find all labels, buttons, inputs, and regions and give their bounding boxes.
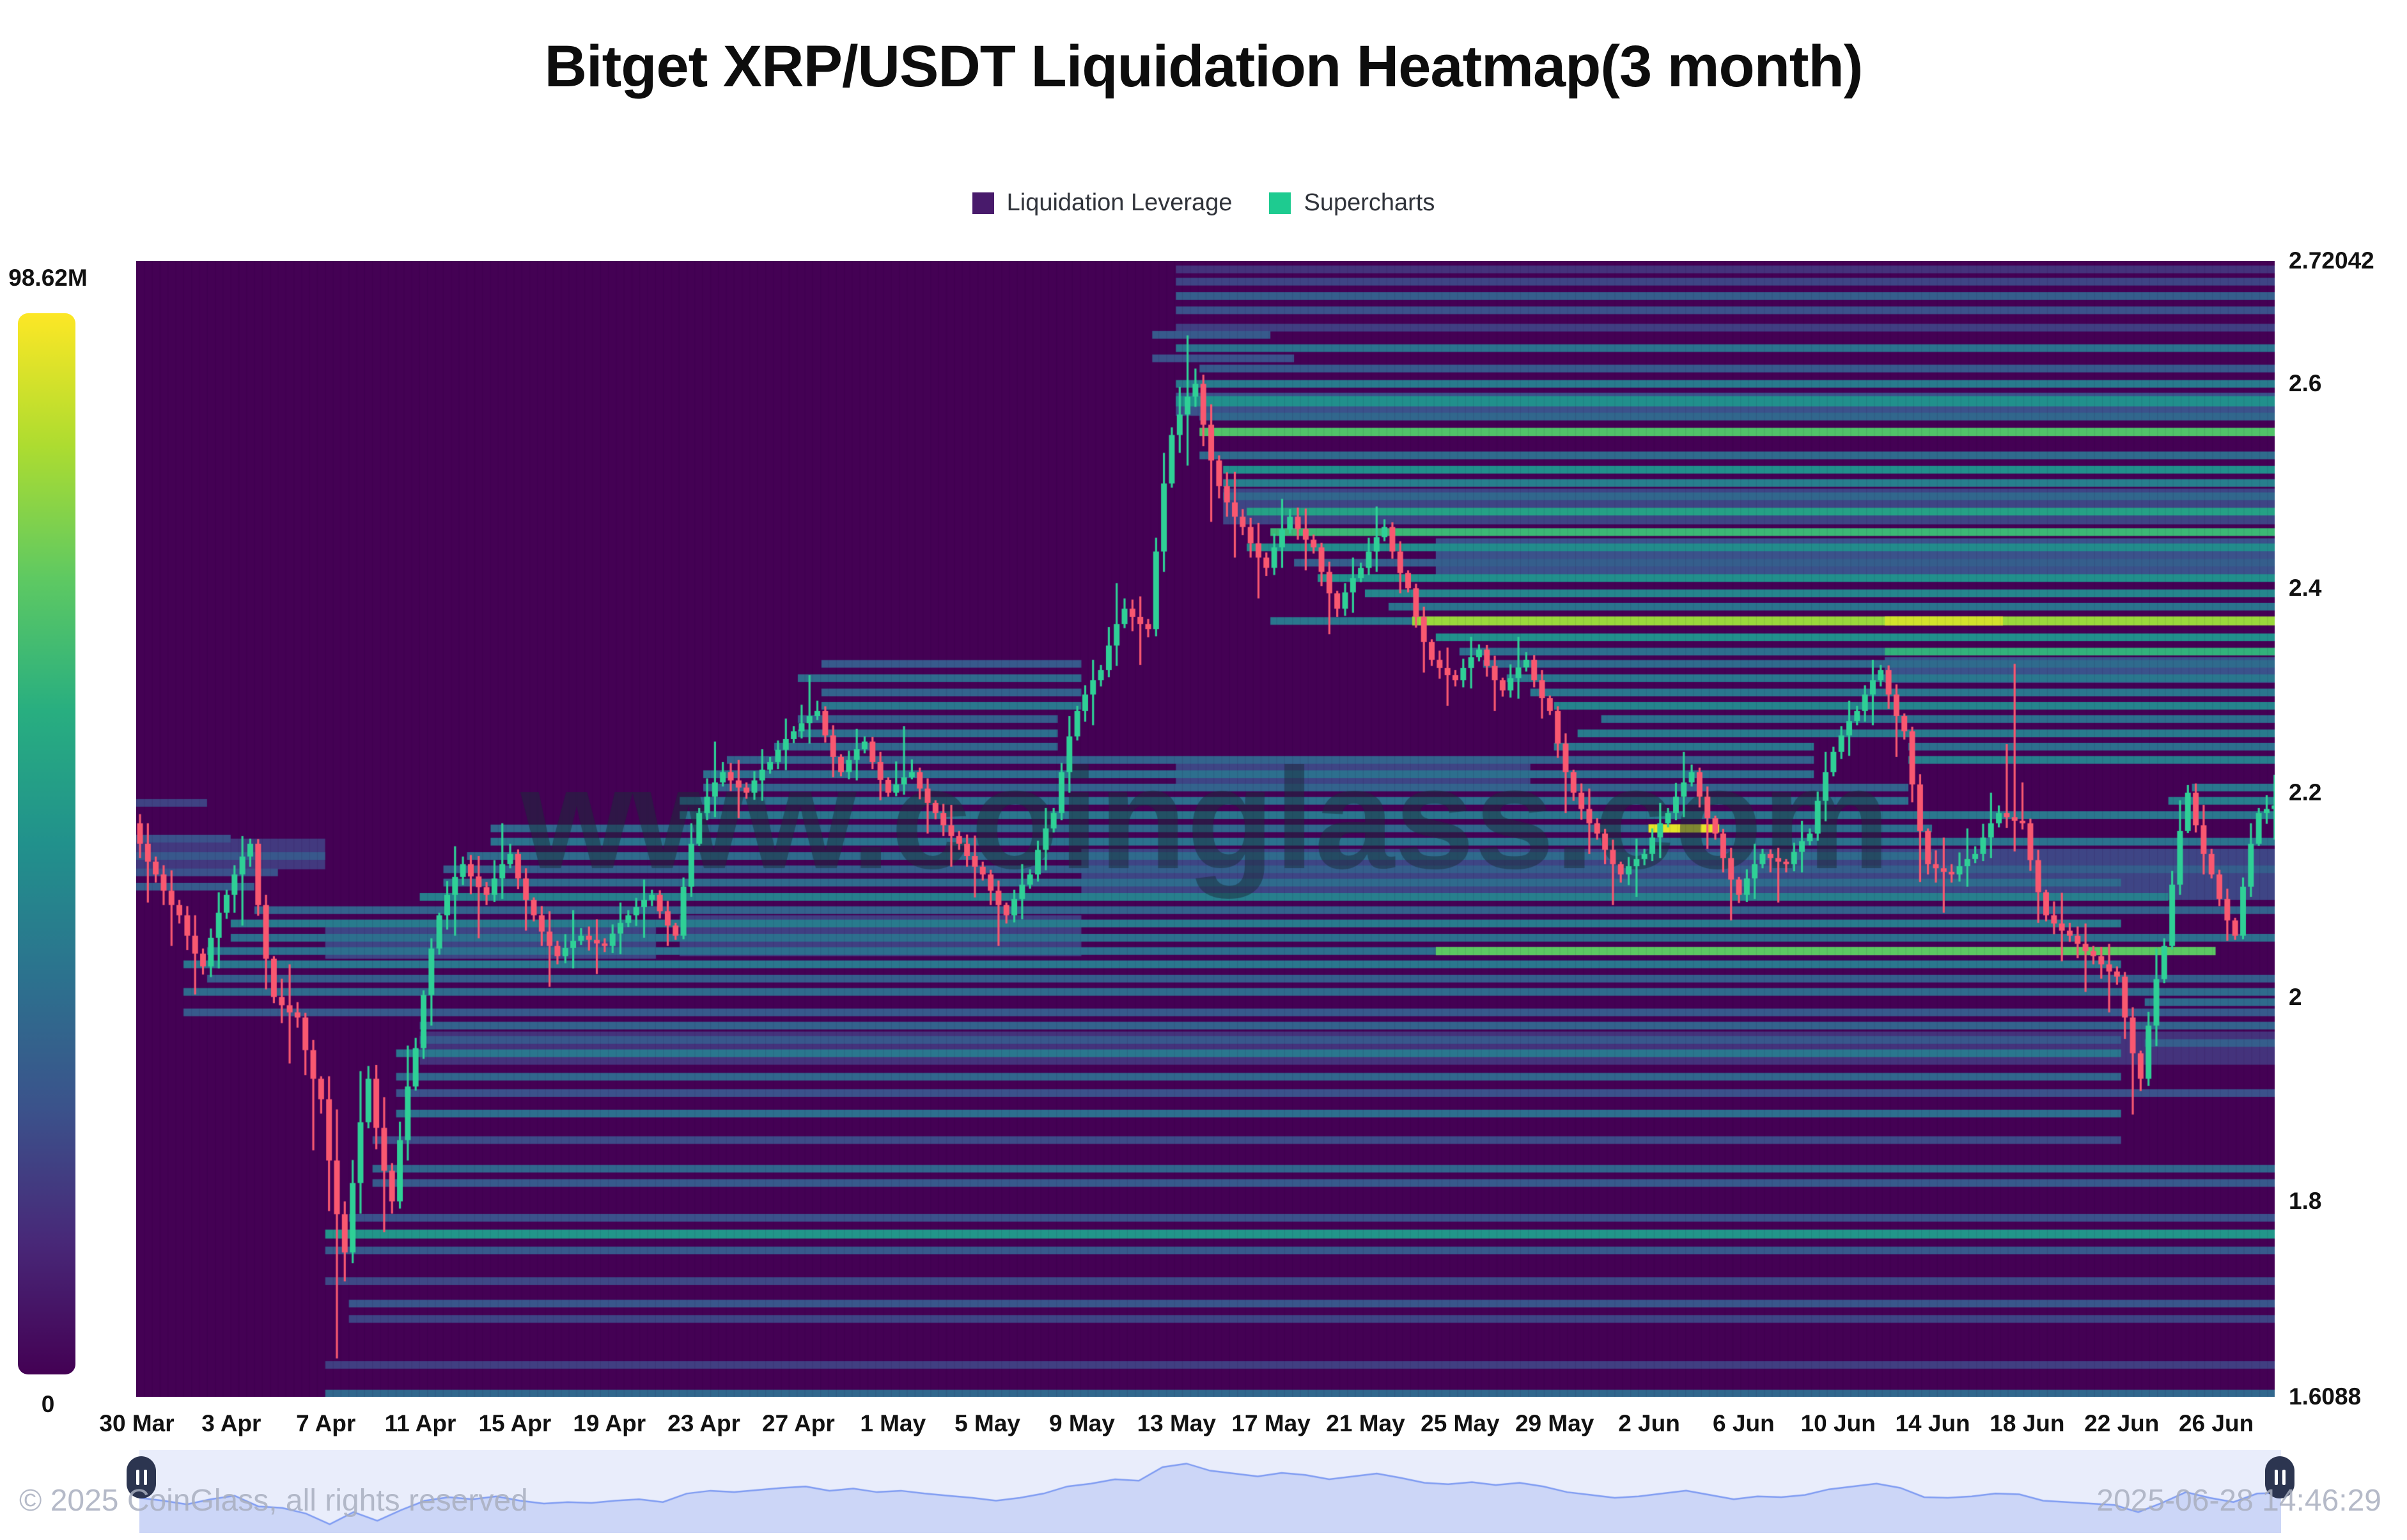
date-tick-label: 19 Apr (573, 1410, 646, 1436)
date-tick-label: 10 Jun (1800, 1410, 1876, 1436)
liquidation-heatmap-canvas[interactable] (136, 261, 2275, 1397)
date-tick-label: 27 Apr (762, 1410, 835, 1436)
liquidation-leverage-swatch-icon (972, 192, 994, 214)
legend-item-label: Liquidation Leverage (1006, 189, 1233, 216)
legend-item-liquidation-leverage[interactable]: Liquidation Leverage (972, 189, 1233, 217)
price-tick-label: 1.6088 (2289, 1383, 2362, 1410)
date-tick-label: 5 May (954, 1410, 1021, 1436)
copyright-text: © 2025 CoinGlass, all rights reserved (19, 1484, 528, 1518)
colorbar-min-label: 0 (41, 1391, 55, 1417)
legend-item-label: Supercharts (1304, 189, 1435, 216)
intensity-colorbar (18, 313, 75, 1374)
price-tick-label: 2.72042 (2289, 247, 2374, 274)
date-tick-label: 17 May (1231, 1410, 1311, 1436)
date-tick-label: 7 Apr (296, 1410, 356, 1436)
navigator-right-pause-handle[interactable] (2265, 1456, 2294, 1498)
date-tick-label: 1 May (860, 1410, 926, 1436)
date-tick-label: 25 May (1421, 1410, 1500, 1436)
date-tick-label: 13 May (1137, 1410, 1217, 1436)
chart-legend: Liquidation Leverage Supercharts (0, 189, 2407, 217)
date-tick-label: 18 Jun (1990, 1410, 2065, 1436)
date-tick-label: 26 Jun (2178, 1410, 2254, 1436)
price-tick-label: 2 (2289, 983, 2302, 1010)
price-tick-label: 1.8 (2289, 1188, 2322, 1215)
date-tick-label: 14 Jun (1895, 1410, 1970, 1436)
snapshot-timestamp: 2025-06-28 14:46:29 (2096, 1484, 2381, 1518)
date-tick-label: 21 May (1326, 1410, 1405, 1436)
date-tick-label: 22 Jun (2084, 1410, 2160, 1436)
navigator-left-pause-handle[interactable] (127, 1456, 156, 1498)
date-tick-label: 2 Jun (1618, 1410, 1680, 1436)
price-tick-label: 2.6 (2289, 370, 2322, 397)
date-tick-label: 15 Apr (478, 1410, 552, 1436)
supercharts-swatch-icon (1269, 192, 1291, 214)
page-title: Bitget XRP/USDT Liquidation Heatmap(3 mo… (544, 34, 1864, 99)
date-tick-label: 30 Mar (99, 1410, 175, 1436)
date-tick-label: 9 May (1049, 1410, 1115, 1436)
date-tick-label: 11 Apr (384, 1410, 456, 1436)
date-tick-label: 6 Jun (1713, 1410, 1775, 1436)
date-tick-label: 23 Apr (667, 1410, 740, 1436)
date-tick-label: 3 Apr (201, 1410, 261, 1436)
date-tick-label: 29 May (1515, 1410, 1594, 1436)
legend-item-supercharts[interactable]: Supercharts (1269, 189, 1435, 217)
navigator-sparkline[interactable] (139, 1450, 2281, 1533)
colorbar-max-label: 98.62M (8, 265, 88, 291)
price-tick-label: 2.2 (2289, 779, 2322, 805)
price-tick-label: 2.4 (2289, 575, 2322, 602)
